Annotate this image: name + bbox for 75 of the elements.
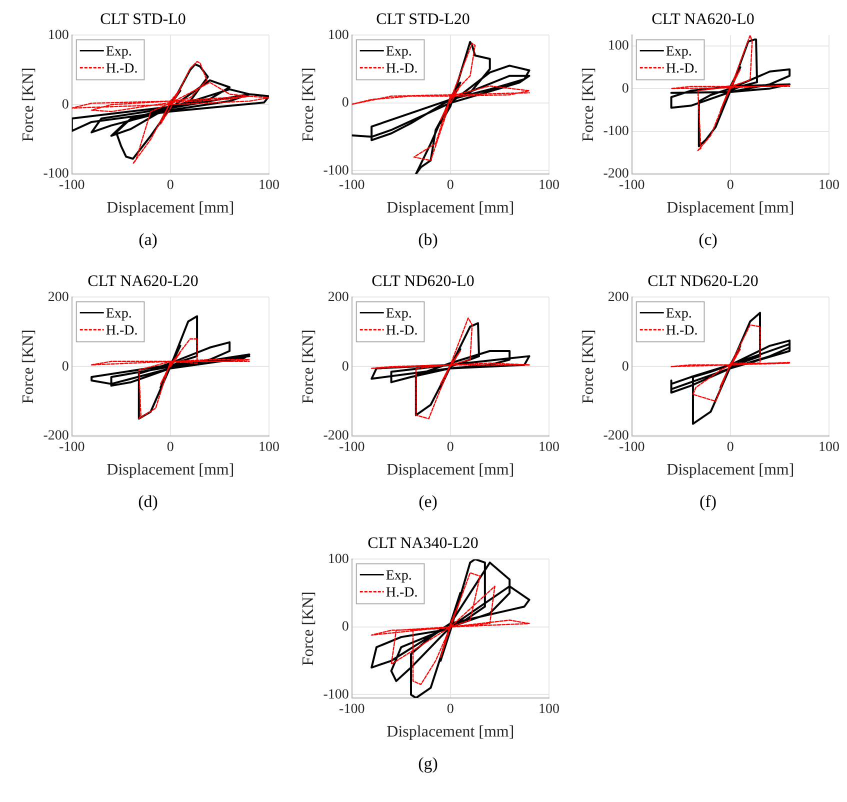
line-series <box>370 572 530 686</box>
y-axis-title: Force [KN] <box>300 592 317 666</box>
x-axis-title: Displacement [mm] <box>386 724 514 741</box>
legend-label: Exp. <box>666 44 692 60</box>
x-tick-label: 0 <box>446 178 454 194</box>
legend-label: H.-D. <box>386 323 418 338</box>
y-tick-label: 0 <box>622 81 629 96</box>
legend-label: Exp. <box>386 568 412 584</box>
text: (d) <box>138 492 158 512</box>
legend-label: H.-D. <box>666 323 698 338</box>
y-tick-label: 200 <box>48 290 69 305</box>
x-tick-label: 0 <box>166 440 174 456</box>
chart-title: CLT STD-L20 <box>376 10 470 28</box>
x-tick-label: 100 <box>258 178 280 194</box>
chart-title: CLT ND620-L20 <box>648 272 758 290</box>
line-series <box>90 338 250 420</box>
x-tick-label: 100 <box>538 440 560 456</box>
y-tick-label: 200 <box>608 290 629 305</box>
legend-label: Exp. <box>106 44 132 60</box>
x-tick-label: 100 <box>818 440 840 456</box>
y-tick-label: 0 <box>342 96 349 111</box>
chart-title: CLT ND620-L0 <box>372 272 474 290</box>
legend-label: Exp. <box>666 306 692 322</box>
y-tick-label: 200 <box>328 290 349 305</box>
text: (b) <box>418 230 438 250</box>
text: (e) <box>418 492 438 512</box>
x-tick-label: 100 <box>818 178 840 194</box>
chart-title: CLT NA620-L0 <box>652 10 754 28</box>
y-tick-label: -100 <box>603 124 629 139</box>
chart-title: CLT STD-L0 <box>100 10 186 28</box>
x-axis-title: Displacement [mm] <box>666 200 794 217</box>
text: (a) <box>138 230 158 250</box>
y-tick-label: -100 <box>323 687 349 702</box>
x-axis-title: Displacement [mm] <box>666 462 794 479</box>
legend-label: Exp. <box>386 306 412 322</box>
legend-label: Exp. <box>386 44 412 60</box>
y-axis-title: Force [KN] <box>300 68 317 142</box>
chart-title: CLT NA620-L20 <box>88 272 198 290</box>
chart-title: CLT NA340-L20 <box>368 534 478 552</box>
y-tick-label: 0 <box>62 359 69 374</box>
text: (g) <box>418 754 438 774</box>
legend-label: H.-D. <box>106 323 138 338</box>
x-tick-label: 100 <box>538 702 560 718</box>
x-tick-label: 0 <box>446 440 454 456</box>
y-axis-title: Force [KN] <box>580 68 597 142</box>
text: (c) <box>698 230 718 250</box>
legend-label: Exp. <box>106 306 132 322</box>
legend-label: H.-D. <box>386 585 418 600</box>
y-tick-label: 100 <box>48 28 69 43</box>
y-axis-title: Force [KN] <box>20 68 37 142</box>
y-tick-label: 100 <box>328 552 349 567</box>
y-tick-label: 0 <box>62 97 69 112</box>
x-axis-title: Displacement [mm] <box>386 200 514 217</box>
x-tick-label: 0 <box>166 178 174 194</box>
y-tick-label: 0 <box>342 620 349 635</box>
y-tick-label: -100 <box>323 163 349 178</box>
legend-label: H.-D. <box>666 61 698 76</box>
legend-label: H.-D. <box>106 61 138 76</box>
x-tick-label: 100 <box>258 440 280 456</box>
x-axis-title: Displacement [mm] <box>386 462 514 479</box>
x-tick-label: 0 <box>726 440 734 456</box>
x-tick-label: 0 <box>726 178 734 194</box>
x-tick-label: 0 <box>446 702 454 718</box>
y-axis-title: Force [KN] <box>20 330 37 404</box>
y-tick-label: 100 <box>328 28 349 43</box>
y-tick-label: 0 <box>342 359 349 374</box>
y-tick-label: 100 <box>608 38 629 54</box>
legend-label: H.-D. <box>386 61 418 76</box>
x-tick-label: 100 <box>538 178 560 194</box>
y-axis-title: Force [KN] <box>300 330 317 404</box>
text: (f) <box>700 492 716 512</box>
y-tick-label: 0 <box>622 359 629 374</box>
x-axis-title: Displacement [mm] <box>106 462 234 479</box>
y-axis-title: Force [KN] <box>580 330 597 404</box>
x-axis-title: Displacement [mm] <box>106 200 234 217</box>
